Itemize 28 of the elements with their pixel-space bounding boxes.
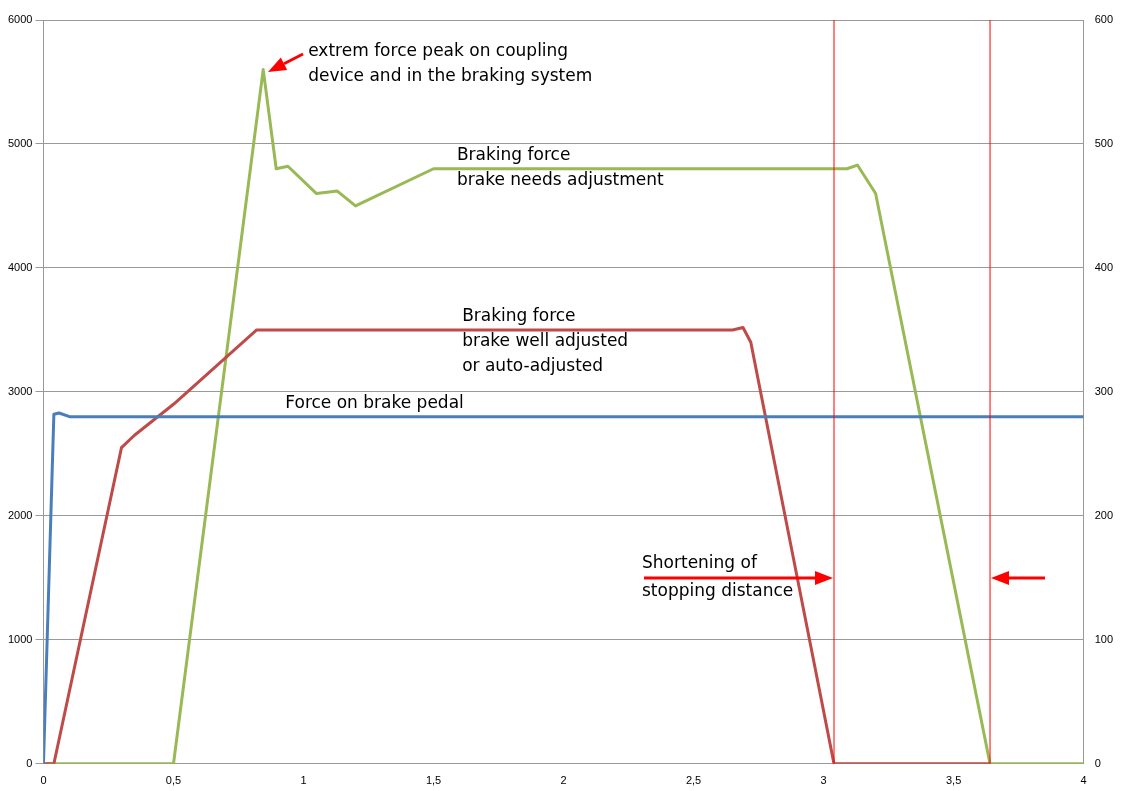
y2-tick-label: 500: [1094, 137, 1114, 149]
y2-tick-label: 100: [1094, 632, 1114, 645]
y2-tick-label: 0: [1094, 756, 1101, 769]
y-tick-label: 0: [26, 756, 33, 769]
y-tick-label: 2000: [7, 508, 33, 521]
y2-tick-label: 300: [1094, 384, 1114, 397]
y2-tick-label: 400: [1094, 260, 1114, 273]
y-tick-label: 5000: [7, 137, 33, 149]
annotation: Shortening of stopping distance: [642, 552, 794, 601]
y-tick-label: 1000: [7, 632, 33, 645]
x-tick-label: 0: [40, 774, 47, 787]
annotation: Braking force brake well adjusted or auto-adjusted: [462, 305, 629, 376]
x-tick-label: 2: [560, 774, 567, 787]
x-tick-label: 1,5: [425, 774, 442, 787]
x-tick-label: 4: [1080, 774, 1087, 787]
x-tick-label: 3: [820, 774, 827, 787]
x-tick-label: 1: [300, 774, 307, 787]
annotation: Braking force brake needs adjustment: [456, 144, 665, 190]
y2-tick-label: 200: [1094, 508, 1114, 521]
y-tick-label: 3000: [7, 384, 33, 397]
y-tick-label: 6000: [7, 13, 33, 26]
annotation: extrem force peak on coupling device and in the braking system: [308, 40, 593, 86]
annotation: Force on brake pedal: [285, 392, 464, 413]
x-tick-label: 3,5: [945, 774, 962, 787]
y2-tick-label: 600: [1094, 13, 1114, 26]
x-tick-label: 0,5: [165, 774, 182, 787]
x-tick-label: 2,5: [685, 774, 702, 787]
y-tick-label: 4000: [7, 260, 33, 273]
